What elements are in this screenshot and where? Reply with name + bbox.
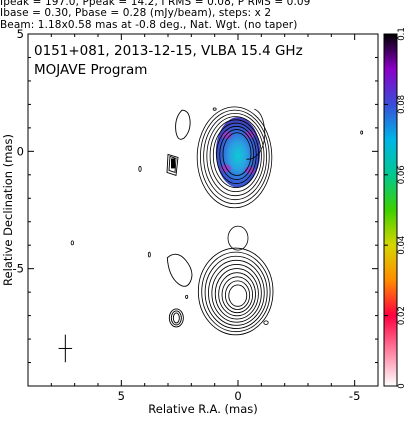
core-contour — [216, 125, 257, 184]
lower-contour — [208, 259, 265, 326]
noise-contour — [360, 130, 364, 135]
colorbar-tick-label: 0 — [397, 383, 407, 388]
blob-d-contour — [168, 308, 184, 328]
header-line-1: Ipeak = 197.0, Ppeak = 14.2, I RMS = 0.0… — [0, 0, 311, 8]
lower-contour — [211, 264, 262, 323]
core-contour — [196, 106, 273, 209]
x-tick-label: 0 — [234, 389, 241, 403]
noise-contour — [263, 320, 269, 325]
contour-blob — [168, 155, 177, 174]
lower-contour — [228, 284, 248, 307]
lower-contour — [201, 251, 271, 333]
blob-d-contour — [172, 312, 180, 324]
y-tick-label: -5 — [13, 262, 24, 276]
beam-cross — [58, 334, 73, 363]
plot-frame — [27, 33, 379, 387]
lower-contour — [214, 268, 259, 320]
core-contour — [219, 129, 254, 180]
core-contour — [199, 109, 270, 205]
x-axis-label: Relative R.A. (mas) — [148, 402, 257, 416]
colorbar-tick-label: 0.04 — [397, 236, 407, 255]
core-contour — [209, 119, 262, 193]
lower-contour — [204, 255, 268, 329]
y-axis-label: Relative Declination (mas) — [1, 134, 15, 286]
contour-blob — [175, 109, 191, 140]
header-line-3: Beam: 1.18x0.58 mas at -0.8 deg., Nat. W… — [0, 19, 298, 31]
colorbar-ticks: 0.1 0.08 0.06 0.04 0.02 0 — [384, 27, 407, 389]
noise-contour — [212, 107, 217, 111]
contour-blob — [166, 153, 179, 177]
core-contour — [203, 112, 268, 201]
x-tick-label: -5 — [349, 389, 360, 403]
y-tick-label: 0 — [17, 144, 24, 158]
colorbar-tick-label: 0.02 — [397, 306, 407, 325]
lower-contour — [218, 272, 256, 317]
blob-peak — [171, 158, 175, 169]
header-line-2: Ibase = 0.30, Pbase = 0.28 (mJy/beam), s… — [0, 7, 272, 19]
colorbar-tick-label: 0.08 — [397, 95, 407, 114]
core-contour — [206, 116, 265, 197]
core-contour — [212, 122, 260, 188]
noise-contour — [138, 166, 142, 172]
colorbar-tick-label: 0.06 — [397, 165, 407, 184]
x-tick-label: 5 — [118, 389, 125, 403]
contour-layer — [70, 106, 364, 336]
core-contour — [222, 132, 252, 176]
y-tick-label: 5 — [17, 27, 24, 41]
contour-blob — [166, 253, 193, 287]
lower-contour — [197, 247, 274, 336]
tick-layer: 5 0 -5 5 0 -5 — [13, 27, 379, 403]
noise-contour — [185, 294, 189, 299]
lower-contour — [224, 280, 251, 310]
colorbar — [383, 33, 398, 387]
noise-contour — [147, 251, 151, 258]
blob-d-contour — [170, 310, 182, 326]
source-annotation: 0151+081, 2013-12-15, VLBA 15.4 GHz — [34, 43, 303, 59]
colorbar-tick-label: 0.1 — [397, 27, 407, 41]
core-outer-lobe — [246, 108, 266, 160]
program-annotation: MOJAVE Program — [34, 62, 147, 78]
lower-contour — [221, 276, 254, 314]
noise-contour — [70, 240, 74, 246]
lower-outer-lobe — [227, 225, 249, 251]
